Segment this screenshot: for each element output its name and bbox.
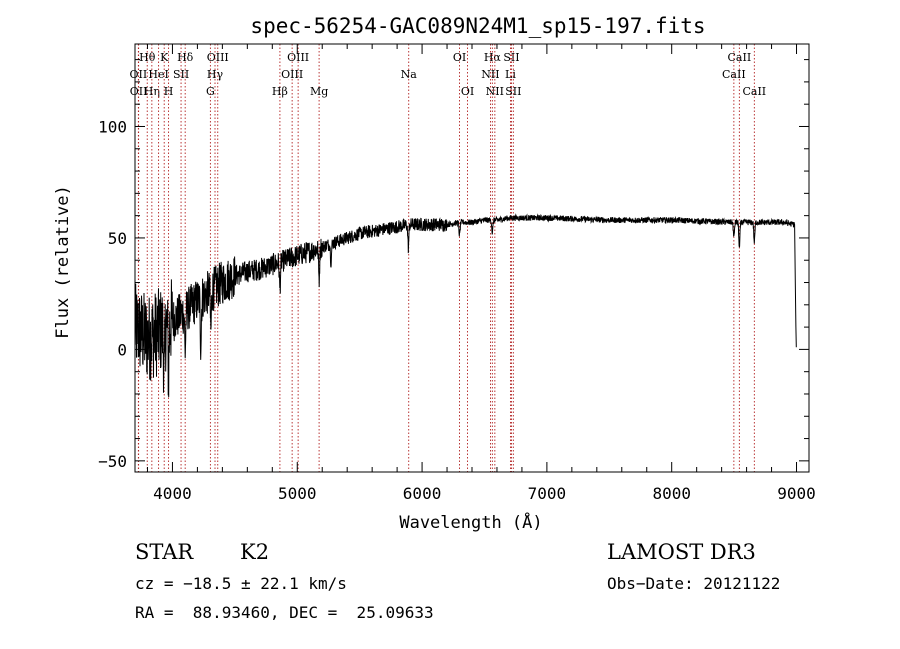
spectral-line-label: NII [481, 68, 499, 81]
spectral-line-label: HeI [148, 68, 168, 81]
y-axis-label: Flux (relative) [53, 185, 73, 339]
x-tick-label: 6000 [403, 484, 442, 503]
redshift-cz: cz = −18.5 ± 22.1 km/s [135, 574, 347, 593]
spectral-line-label: Hδ [177, 51, 194, 64]
y-tick-label: 0 [117, 340, 127, 359]
spectral-line-label: NII [486, 85, 504, 98]
plot-frame [134, 43, 810, 473]
y-tick-label: −50 [98, 452, 127, 471]
spectral-line-label: Hβ [272, 85, 288, 98]
spectral-line-label: Hγ [207, 68, 224, 81]
spectral-line-label: H [164, 85, 174, 98]
spectral-line-label: SII [173, 68, 189, 81]
spectral-line-label: OII [130, 68, 148, 81]
spectral-line-label: OIII [281, 68, 303, 81]
spectral-line-label: Li [505, 68, 516, 81]
x-tick-label: 4000 [153, 484, 192, 503]
x-tick-label: 9000 [777, 484, 816, 503]
spectral-line-label: OII [130, 85, 148, 98]
spectral-line-label: Na [401, 68, 418, 81]
chart-title: spec-56254-GAC089N24M1_sp15-197.fits [250, 14, 705, 38]
spectral-line-label: CaII [728, 51, 752, 64]
spectral-line-label: Hθ [139, 51, 156, 64]
spectral-line-label: OI [453, 51, 466, 64]
spectral-line-markers: HθOIIOIIHηHeIKHSIIHδGOIIIHγHβOIIIOIIIMgN… [130, 44, 766, 472]
x-tick-label: 8000 [652, 484, 691, 503]
spectrum-series [134, 213, 797, 398]
spectral-line-label: OIII [207, 51, 229, 64]
spectral-line-label: OIII [287, 51, 309, 64]
x-tick-label: 7000 [528, 484, 567, 503]
observation-date: Obs−Date: 20121122 [607, 574, 781, 593]
spectral-line-label: SII [503, 51, 519, 64]
y-tick-label: 50 [108, 229, 127, 248]
x-axis-ticks: 4000 5000 6000 7000 8000 9000 [146, 44, 816, 503]
x-axis-label: Wavelength (Å) [399, 511, 542, 533]
spectral-line-label: G [206, 85, 215, 98]
spectral-line-label: Hα [484, 51, 502, 64]
object-class: STAR [135, 540, 194, 564]
spectrum-line [134, 213, 797, 398]
spectral-line-label: CaII [742, 85, 766, 98]
survey-name: LAMOST DR3 [607, 540, 756, 564]
ra-dec-coordinates: RA = 88.93460, DEC = 25.09633 [135, 603, 434, 622]
spectral-line-label: OI [461, 85, 474, 98]
y-tick-label: 100 [98, 117, 127, 136]
y-axis-ticks: −50 0 50 100 [98, 59, 809, 471]
spectral-line-label: SII [505, 85, 521, 98]
spectral-line-label: K [160, 51, 169, 64]
x-tick-label: 5000 [278, 484, 317, 503]
spectral-line-label: Mg [310, 85, 328, 98]
spectral-line-label: Hη [144, 85, 160, 98]
spectral-line-label: CaII [722, 68, 746, 81]
object-subclass: K2 [240, 540, 270, 564]
